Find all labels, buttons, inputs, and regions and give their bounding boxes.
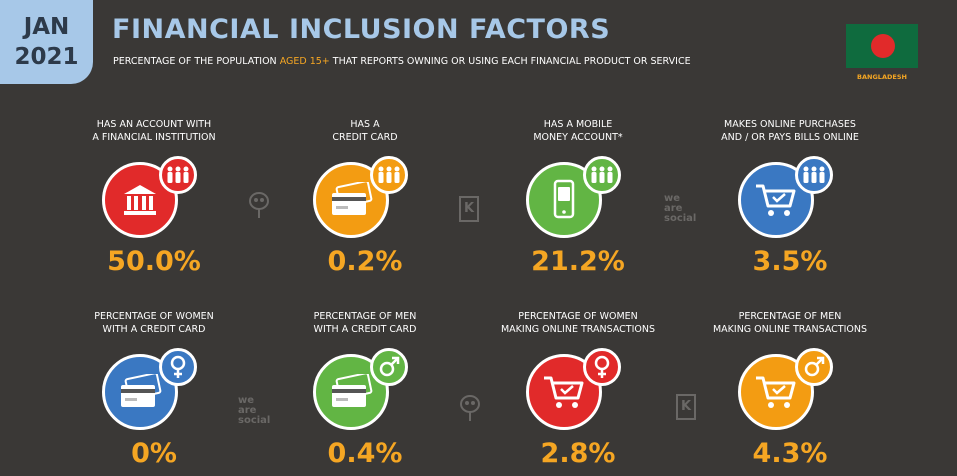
stat-icon-group xyxy=(99,348,209,434)
page-title: FINANCIAL INCLUSION FACTORS xyxy=(112,14,611,45)
stat-value: 50.0% xyxy=(107,246,201,277)
male-icon xyxy=(370,348,408,386)
subtitle-highlight: AGED 15+ xyxy=(279,56,330,67)
date-badge: JAN 2021 xyxy=(0,0,93,84)
stat-value: 0.4% xyxy=(327,438,403,469)
stat-value: 3.5% xyxy=(752,246,828,277)
stat-icon-group xyxy=(310,156,420,242)
stat-card: PERCENTAGE OF WOMEN MAKING ONLINE TRANSA… xyxy=(483,310,673,469)
people-icon xyxy=(370,156,408,194)
stat-label: PERCENTAGE OF MEN MAKING ONLINE TRANSACT… xyxy=(712,311,868,335)
stat-label: PERCENTAGE OF MEN WITH A CREDIT CARD xyxy=(313,311,417,335)
credit-card-icon xyxy=(313,354,389,430)
people-icon xyxy=(583,156,621,194)
stat-card: MAKES ONLINE PURCHASES AND / OR PAYS BIL… xyxy=(695,118,885,277)
stat-label: PERCENTAGE OF WOMEN WITH A CREDIT CARD xyxy=(94,311,214,335)
stat-card: HAS AN ACCOUNT WITH A FINANCIAL INSTITUT… xyxy=(59,118,249,277)
stat-icon-group xyxy=(735,156,845,242)
stat-value: 2.8% xyxy=(540,438,616,469)
stat-value: 21.2% xyxy=(531,246,625,277)
stat-card: PERCENTAGE OF MEN WITH A CREDIT CARD 0.4% xyxy=(270,310,460,469)
we-are-social-watermark-2: we are social xyxy=(238,395,271,426)
stat-label: MAKES ONLINE PURCHASES AND / OR PAYS BIL… xyxy=(721,119,859,143)
stat-card: PERCENTAGE OF WOMEN WITH A CREDIT CARD 0% xyxy=(59,310,249,469)
male-icon xyxy=(795,348,833,386)
stat-card: HAS A CREDIT CARD 0.2% xyxy=(270,118,460,277)
watermark-logo-icon-2 xyxy=(459,393,481,426)
stat-value: 0.2% xyxy=(327,246,403,277)
stat-value: 4.3% xyxy=(752,438,828,469)
stat-icon-group xyxy=(523,156,633,242)
stat-label: HAS AN ACCOUNT WITH A FINANCIAL INSTITUT… xyxy=(92,119,216,143)
kepios-logo-icon: K xyxy=(459,196,479,222)
stat-card: HAS A MOBILE MONEY ACCOUNT* 21.2% xyxy=(483,118,673,277)
stat-value: 0% xyxy=(131,438,177,469)
date-year: 2021 xyxy=(14,44,79,70)
people-icon xyxy=(795,156,833,194)
kepios-logo-icon-2: K xyxy=(676,394,696,420)
bangladesh-flag-icon xyxy=(846,24,918,68)
stat-label: PERCENTAGE OF WOMEN MAKING ONLINE TRANSA… xyxy=(500,311,656,335)
we-are-social-watermark: we are social xyxy=(664,193,697,224)
female-icon xyxy=(583,348,621,386)
country-label: BANGLADESH xyxy=(857,73,907,81)
stat-icon-group xyxy=(523,348,633,434)
date-month: JAN xyxy=(23,14,70,40)
female-icon xyxy=(159,348,197,386)
watermark-logo-icon xyxy=(248,190,270,223)
page-subtitle: PERCENTAGE OF THE POPULATION AGED 15+ TH… xyxy=(113,56,691,67)
stat-icon-group xyxy=(99,156,209,242)
flag-red-disc xyxy=(871,34,895,58)
stat-label: HAS A MOBILE MONEY ACCOUNT* xyxy=(533,119,623,143)
stat-icon-group xyxy=(735,348,845,434)
subtitle-post: THAT REPORTS OWNING OR USING EACH FINANC… xyxy=(329,56,691,67)
people-icon xyxy=(159,156,197,194)
subtitle-pre: PERCENTAGE OF THE POPULATION xyxy=(113,56,280,67)
stat-card: PERCENTAGE OF MEN MAKING ONLINE TRANSACT… xyxy=(695,310,885,469)
stat-label: HAS A CREDIT CARD xyxy=(332,119,398,143)
stat-icon-group xyxy=(310,348,420,434)
